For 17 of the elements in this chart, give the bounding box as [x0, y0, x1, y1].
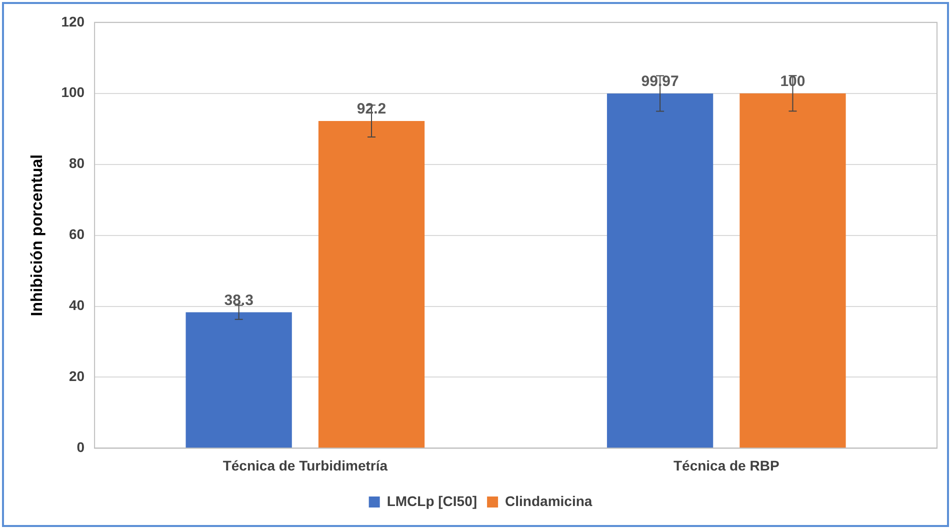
- y-tick-label: 80: [68, 155, 85, 172]
- data-label: 38.3: [224, 292, 254, 309]
- legend-label: Clindamicina: [505, 492, 592, 509]
- bar: [740, 93, 846, 448]
- bar: [606, 93, 714, 448]
- y-tick-label: 0: [76, 439, 85, 456]
- y-tick-label: 60: [68, 226, 85, 242]
- y-tick-label: 20: [68, 368, 85, 384]
- bar: [186, 312, 292, 448]
- y-tick-label: 120: [61, 13, 85, 30]
- x-tick-label: Técnica de Turbidimetría: [222, 457, 388, 474]
- y-tick-label: 40: [68, 297, 85, 314]
- legend-label: LMCLp [CI50]: [386, 492, 478, 509]
- x-tick-label: Técnica de RBP: [673, 457, 780, 474]
- y-tick-label: 100: [61, 84, 85, 100]
- y-axis-title: Inhibición porcentual: [29, 154, 46, 316]
- bar: [318, 121, 425, 448]
